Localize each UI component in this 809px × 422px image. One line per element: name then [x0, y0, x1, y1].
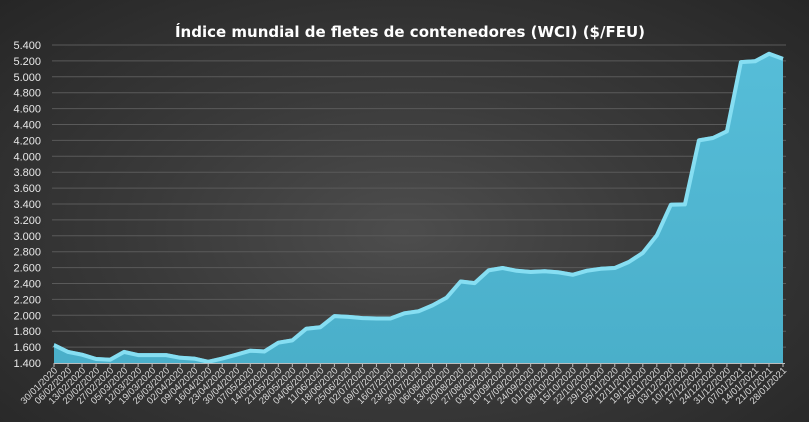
- y-axis-ticks: 1.400 1.600 1.800 2.000 2.200 2.400 2.600 2.800…: [13, 40, 41, 370]
- y-tick-label: 5.000: [13, 72, 41, 84]
- y-tick-label: 3.000: [13, 231, 41, 243]
- y-tick-label: 2.800: [13, 247, 41, 259]
- x-axis-ticks: 30/01/202006/02/202013/02/202020/02/2020…: [19, 363, 789, 407]
- chart-title: Índice mundial de fletes de contenedores…: [175, 22, 645, 41]
- y-tick-label: 4.400: [13, 120, 41, 132]
- y-tick-label: 2.200: [13, 294, 41, 306]
- y-tick-label: 5.200: [13, 56, 41, 68]
- y-tick-label: 3.600: [13, 183, 41, 195]
- y-tick-label: 4.600: [13, 104, 41, 116]
- series-area: [53, 51, 785, 364]
- y-tick-label: 3.400: [13, 199, 41, 211]
- y-tick-label: 4.800: [13, 88, 41, 100]
- y-tick-label: 1.400: [13, 358, 41, 370]
- y-tick-label: 3.200: [13, 215, 41, 227]
- area-fill: [54, 51, 783, 364]
- y-tick-label: 4.200: [13, 135, 41, 147]
- y-tick-label: 2.000: [13, 310, 41, 322]
- y-tick-label: 2.400: [13, 279, 41, 291]
- y-tick-label: 1.800: [13, 326, 41, 338]
- y-tick-label: 4.000: [13, 151, 41, 163]
- area-top-edge: [53, 51, 784, 364]
- gridlines: [52, 44, 786, 348]
- y-tick-label: 3.800: [13, 167, 41, 179]
- y-tick-label: 5.400: [13, 40, 41, 52]
- y-tick-label: 1.600: [13, 342, 41, 354]
- y-tick-label: 2.600: [13, 263, 41, 275]
